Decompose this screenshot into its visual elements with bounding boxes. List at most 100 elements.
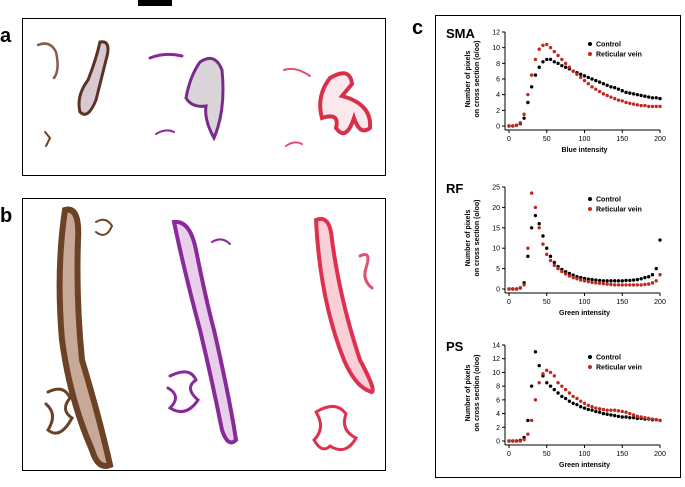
- panel-a-frame: [22, 18, 386, 176]
- y-tick-label: 6: [496, 77, 500, 84]
- data-point: [560, 384, 564, 388]
- data-point: [613, 85, 617, 90]
- data-point: [601, 411, 606, 416]
- data-point: [635, 92, 640, 97]
- legend-label: Control: [596, 197, 621, 204]
- data-point: [571, 69, 575, 73]
- data-point: [590, 277, 594, 282]
- data-point: [605, 408, 609, 412]
- y-tick-label: 10: [492, 370, 500, 377]
- data-point: [631, 283, 636, 287]
- data-point: [594, 78, 598, 83]
- y-tick-label: 25: [492, 185, 500, 192]
- data-point: [620, 89, 624, 93]
- data-point: [518, 286, 523, 290]
- data-point: [594, 87, 598, 91]
- data-point: [507, 124, 511, 128]
- y-axis-label: Number of pixels: [465, 51, 472, 108]
- data-point: [624, 90, 628, 95]
- data-point: [609, 95, 613, 99]
- chart-title: RF: [446, 181, 463, 196]
- y-axis-label: Number of pixels: [465, 210, 472, 267]
- data-point: [628, 411, 632, 416]
- data-point: [571, 394, 575, 399]
- data-point: [654, 266, 658, 271]
- data-point: [582, 78, 587, 83]
- data-point: [631, 278, 636, 282]
- legend-marker: [588, 52, 592, 56]
- data-point: [552, 263, 556, 268]
- data-point: [646, 282, 651, 286]
- data-point: [658, 273, 662, 277]
- data-point: [560, 63, 564, 68]
- x-axis-label: Green intensity: [559, 310, 610, 317]
- data-point: [560, 394, 564, 399]
- y-tick-label: 8: [496, 384, 500, 391]
- data-point: [537, 363, 541, 368]
- data-point: [613, 283, 617, 287]
- data-point: [582, 406, 587, 410]
- data-point: [586, 407, 590, 412]
- data-point: [594, 406, 598, 410]
- data-point: [635, 277, 640, 282]
- data-point: [646, 95, 651, 99]
- data-point: [658, 96, 662, 101]
- data-point: [586, 279, 590, 284]
- x-tick-label: 150: [616, 136, 628, 143]
- data-point: [511, 439, 515, 443]
- data-point: [526, 432, 530, 436]
- data-point: [563, 272, 568, 276]
- data-point: [646, 275, 651, 279]
- y-tick-label: 8: [496, 61, 500, 68]
- data-point: [579, 405, 583, 409]
- data-point: [650, 417, 655, 421]
- data-point: [518, 121, 523, 125]
- x-tick-label: 200: [654, 451, 666, 458]
- data-point: [650, 104, 655, 109]
- data-point: [594, 281, 598, 285]
- data-point: [511, 287, 515, 291]
- tissue-images: [36, 40, 375, 469]
- data-point: [605, 93, 609, 98]
- data-point: [575, 402, 579, 407]
- y-tick-label: 12: [492, 30, 500, 37]
- data-point: [639, 93, 643, 98]
- data-point: [616, 279, 621, 283]
- data-point: [628, 91, 632, 95]
- data-point: [514, 123, 519, 127]
- y-tick-label: 12: [492, 356, 500, 363]
- data-point: [624, 100, 628, 105]
- data-point: [579, 72, 583, 77]
- data-point: [552, 374, 556, 378]
- data-point: [522, 283, 526, 287]
- data-point: [514, 287, 519, 291]
- y-tick-label: 4: [496, 411, 500, 418]
- data-point: [628, 278, 632, 283]
- x-tick-label: 0: [507, 136, 511, 143]
- data-point: [586, 82, 590, 86]
- data-point: [575, 396, 579, 401]
- panel-c-frame: [435, 15, 681, 478]
- data-point: [545, 368, 549, 373]
- x-axis-label: Blue intensity: [562, 147, 608, 154]
- y-axis-label: on cross section (o/oo): [474, 354, 481, 431]
- data-point: [567, 274, 572, 278]
- data-point: [533, 205, 538, 210]
- data-point: [548, 370, 553, 375]
- data-point: [628, 283, 632, 287]
- data-point: [597, 278, 602, 283]
- data-point: [628, 101, 632, 105]
- data-point: [533, 73, 538, 77]
- data-point: [526, 254, 530, 259]
- data-point: [650, 281, 655, 285]
- data-point: [616, 98, 621, 102]
- data-point: [529, 85, 534, 89]
- x-tick-label: 50: [543, 136, 551, 143]
- data-point: [628, 415, 632, 420]
- data-point: [507, 439, 511, 443]
- data-point: [609, 85, 613, 89]
- data-point: [597, 80, 602, 84]
- data-point: [639, 283, 643, 287]
- data-point: [537, 222, 541, 226]
- x-tick-label: 200: [654, 136, 666, 143]
